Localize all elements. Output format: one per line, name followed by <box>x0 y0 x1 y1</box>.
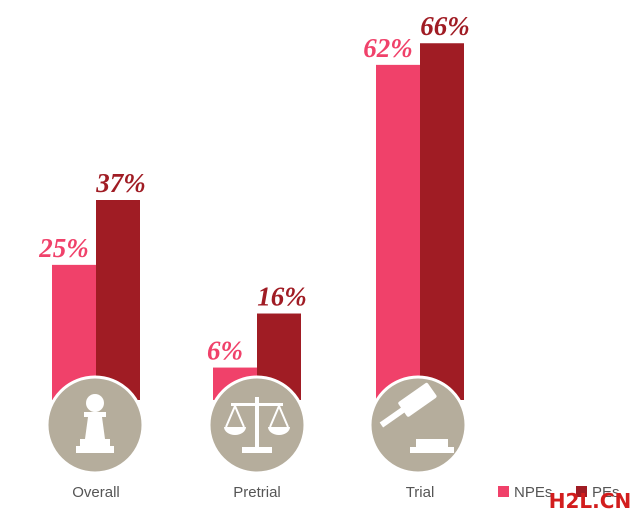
pawn-icon <box>45 375 145 475</box>
legend-swatch <box>576 486 587 497</box>
value-label: 62% <box>363 33 413 63</box>
x-tick-label: Overall <box>72 484 120 501</box>
x-tick-label: Pretrial <box>233 484 281 501</box>
bar <box>96 200 140 400</box>
value-label: 6% <box>207 336 243 366</box>
icons <box>45 375 468 475</box>
gavel-icon <box>368 375 468 475</box>
scales-icon <box>207 375 307 475</box>
value-label: 25% <box>38 233 89 263</box>
value-label: 16% <box>257 282 307 312</box>
bar <box>420 43 464 400</box>
x-tick-label: Trial <box>406 484 435 501</box>
bar <box>376 64 420 400</box>
legend-swatch <box>498 486 509 497</box>
legend-label: PEs <box>592 484 620 501</box>
watermark: H2L.CN <box>549 489 631 513</box>
value-label: 37% <box>95 168 146 198</box>
bars <box>52 43 464 400</box>
value-label: 66% <box>420 11 470 41</box>
legend-label: NPEs <box>514 484 552 501</box>
